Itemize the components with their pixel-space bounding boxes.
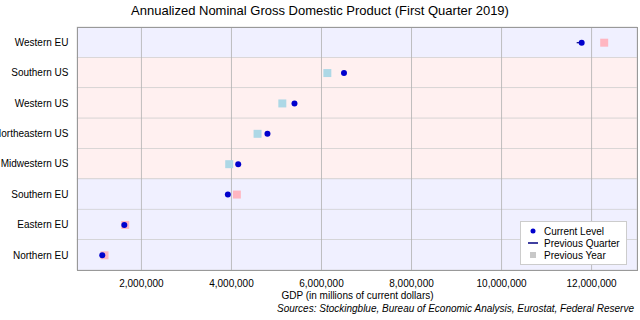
html-text:Current Level: Current Level [544, 225, 604, 237]
svg-text:Northeastern US: Northeastern US [0, 128, 69, 139]
svg-text:Western US: Western US [15, 98, 69, 109]
svg-text:4,000,000: 4,000,000 [209, 278, 254, 289]
svg-text:GDP (in millions of current do: GDP (in millions of current dollars) [281, 290, 433, 301]
svg-text:Midwestern US: Midwestern US [1, 158, 69, 169]
svg-text:12,000,000: 12,000,000 [567, 278, 617, 289]
svg-text:Northern EU: Northern EU [13, 250, 69, 261]
html-text:Previous Quarter: Previous Quarter [544, 237, 620, 249]
svg-text:6,000,000: 6,000,000 [299, 278, 344, 289]
html-text:Sources: Stockingblue, Bureau: Sources: Stockingblue, Bureau of Economi… [277, 303, 634, 314]
svg-text:Southern EU: Southern EU [11, 189, 68, 200]
svg-text:Western EU: Western EU [15, 37, 69, 48]
svg-text:Southern US: Southern US [11, 67, 69, 78]
html-text:Annualized Nominal Gross Domes: Annualized Nominal Gross Domestic Produc… [131, 3, 509, 18]
html-text:Previous Year: Previous Year [544, 249, 606, 261]
svg-text:10,000,000: 10,000,000 [477, 278, 527, 289]
svg-text:2,000,000: 2,000,000 [119, 278, 164, 289]
svg-text:8,000,000: 8,000,000 [389, 278, 434, 289]
svg-text:Eastern EU: Eastern EU [17, 219, 68, 230]
